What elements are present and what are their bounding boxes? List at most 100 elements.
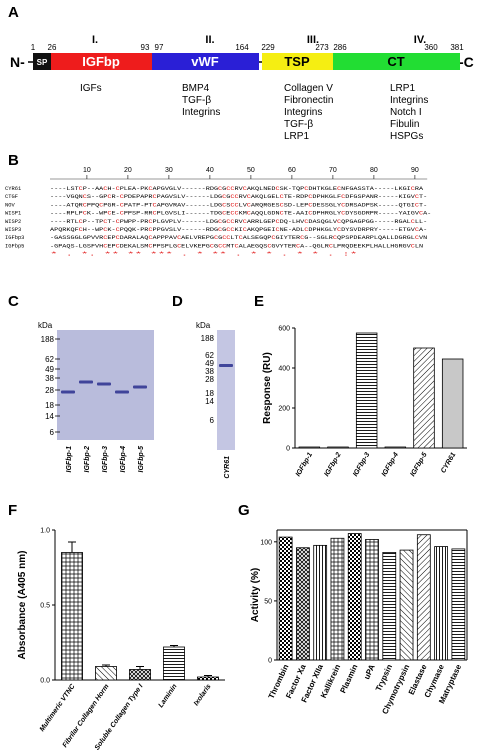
alignment-row-seq: -GASSGGLGPVVR CEP CDARALAQ CAPPPAV CAELVREPG… bbox=[50, 235, 427, 241]
gel-c-lane-label: IGFbp-1 bbox=[66, 446, 73, 473]
panel-f-letter: F bbox=[8, 502, 17, 519]
ligand-ct-3: Fibulin bbox=[390, 119, 419, 130]
domain-tsp bbox=[262, 53, 333, 70]
domain-vwf bbox=[152, 53, 259, 70]
bar bbox=[197, 676, 219, 681]
gel-d-marker-label: 14 bbox=[205, 397, 214, 406]
gel-c-marker-label: 14 bbox=[45, 412, 54, 421]
gel-d-marker-label: 6 bbox=[210, 416, 215, 425]
domain-vwf-label: vWF bbox=[191, 54, 219, 69]
alignment-row-name: NOV bbox=[5, 202, 15, 208]
y-tick-label: 100 bbox=[260, 539, 272, 546]
y-tick-label: 400 bbox=[278, 366, 290, 373]
ligand-ct-1: Integrins bbox=[390, 95, 428, 106]
gel-d-marker-label: 49 bbox=[205, 359, 214, 368]
gel-c-marker-label: 28 bbox=[45, 386, 54, 395]
bar bbox=[95, 666, 117, 681]
domain-igfbp-label: IGFbp bbox=[82, 54, 120, 69]
ligand-tsp-2: Integrins bbox=[284, 107, 322, 118]
alignment-row-seq: -GPAQS-LGSFVH CEP CDEKALSM CPPSPLG CELVKEPG C… bbox=[50, 243, 423, 249]
alignment-row-name: WISP1 bbox=[5, 211, 21, 217]
y-tick-label: 1.0 bbox=[40, 528, 50, 535]
bar bbox=[163, 646, 185, 681]
chart-f: 0.0 0.5 1.0 Absorbance (A405 nm) Multimeric … bbox=[17, 528, 225, 750]
alignment-row-name: IGFbp5 bbox=[5, 243, 24, 249]
domain-ct-label: CT bbox=[387, 54, 404, 69]
ligand-tsp-4: LRP1 bbox=[284, 131, 309, 142]
conservation-line: * . *. ** ** *** . * ** . * * . * * . :* bbox=[50, 252, 358, 258]
y-axis-label: Absorbance (A405 nm) bbox=[17, 551, 28, 660]
pos-229: 229 bbox=[261, 43, 275, 52]
ligand-ct-2: Notch I bbox=[390, 107, 422, 118]
x-tick-label: uPA bbox=[362, 663, 377, 681]
bar bbox=[413, 347, 435, 449]
bar bbox=[434, 546, 448, 661]
bar bbox=[355, 332, 378, 449]
gel-c-marker-label: 18 bbox=[45, 401, 54, 410]
panel-b: B 10 20 30 40 50 60 70 80 90 CYR61 ----LST CP--AA C… bbox=[5, 152, 431, 258]
gel-c-marker-label: 62 bbox=[45, 355, 54, 364]
gel-c-marker-label: 6 bbox=[50, 428, 55, 437]
gel-d-marker-label: 188 bbox=[201, 334, 215, 343]
ligand-tsp-1: Fibronectin bbox=[284, 95, 333, 106]
pos-360: 360 bbox=[424, 43, 438, 52]
pos-1: 1 bbox=[31, 43, 36, 52]
alignment-row-name: CYR61 bbox=[5, 186, 21, 192]
y-tick-label: 200 bbox=[278, 406, 290, 413]
domain-roman-iv: IV. bbox=[414, 34, 426, 46]
gel-c-marker-label: 188 bbox=[41, 335, 55, 344]
alignment-row-seq: ----RTL CP--TP CT- CPWPP-PR CPLGVPLV------LD… bbox=[50, 219, 427, 225]
ruler-tick-label: 70 bbox=[329, 167, 337, 174]
ruler-tick-label: 10 bbox=[83, 167, 91, 174]
bar bbox=[298, 446, 321, 449]
ligand-tsp-3: TGF-β bbox=[284, 119, 313, 130]
bar bbox=[441, 358, 464, 449]
alignment-row-seq: ----VGQN CS--GP CR- CPDEPAPR CPAGVSLV------L… bbox=[50, 194, 427, 200]
y-tick-label: 0 bbox=[286, 446, 290, 453]
gel-c-lane-label: IGFbp-5 bbox=[138, 446, 145, 473]
domain-roman-iii: III. bbox=[307, 34, 319, 46]
bar bbox=[382, 552, 397, 661]
x-tick-label: IGFbp-2 bbox=[323, 451, 342, 477]
pos-93: 93 bbox=[141, 43, 150, 52]
ligand-tsp-0: Collagen V bbox=[284, 83, 333, 94]
pos-164: 164 bbox=[235, 43, 249, 52]
pos-286: 286 bbox=[333, 43, 347, 52]
bar bbox=[347, 533, 362, 661]
ruler-tick-label: 20 bbox=[124, 167, 132, 174]
gel-d-marker-label: 18 bbox=[205, 389, 214, 398]
x-tick-label: IGFbp-4 bbox=[381, 451, 400, 477]
gel-c-marker-label: 49 bbox=[45, 365, 54, 374]
panel-b-letter: B bbox=[8, 152, 19, 169]
y-tick-label: 50 bbox=[264, 598, 272, 605]
x-tick-label: Ixolaris bbox=[193, 683, 213, 707]
alignment-row-name: CTGF bbox=[5, 194, 18, 200]
domain-roman-i: I. bbox=[92, 34, 98, 46]
bar bbox=[330, 537, 345, 661]
y-axis-label: Response (RU) bbox=[262, 352, 273, 424]
x-tick-label: IGFbp-3 bbox=[352, 451, 371, 477]
n-terminus: N- bbox=[10, 54, 25, 70]
y-tick-label: 0 bbox=[268, 658, 272, 665]
bar bbox=[451, 548, 466, 661]
y-tick-label: 0.0 bbox=[40, 678, 50, 685]
alignment-row-seq: APQRKQF CH--WP CK- CPQQK-PR CPPGVSLV------RD… bbox=[50, 227, 427, 233]
ruler-tick-label: 80 bbox=[370, 167, 378, 174]
y-tick-label: 600 bbox=[278, 326, 290, 333]
gel-c-band bbox=[133, 385, 147, 389]
domain-ct bbox=[333, 53, 460, 70]
panel-c-letter: C bbox=[8, 293, 19, 310]
ruler-tick-label: 30 bbox=[165, 167, 173, 174]
gel-c-marker-label: 38 bbox=[45, 374, 54, 383]
domain-tsp-label: TSP bbox=[284, 54, 310, 69]
alignment-ruler: 10 20 30 40 50 60 70 80 90 bbox=[50, 167, 428, 180]
gel-d bbox=[217, 330, 235, 450]
gel-d-marker-label: 28 bbox=[205, 375, 214, 384]
gel-d-lane-label: CYR61 bbox=[224, 456, 231, 479]
bar bbox=[365, 539, 379, 661]
bar bbox=[61, 552, 83, 681]
domain-sp bbox=[33, 53, 51, 70]
